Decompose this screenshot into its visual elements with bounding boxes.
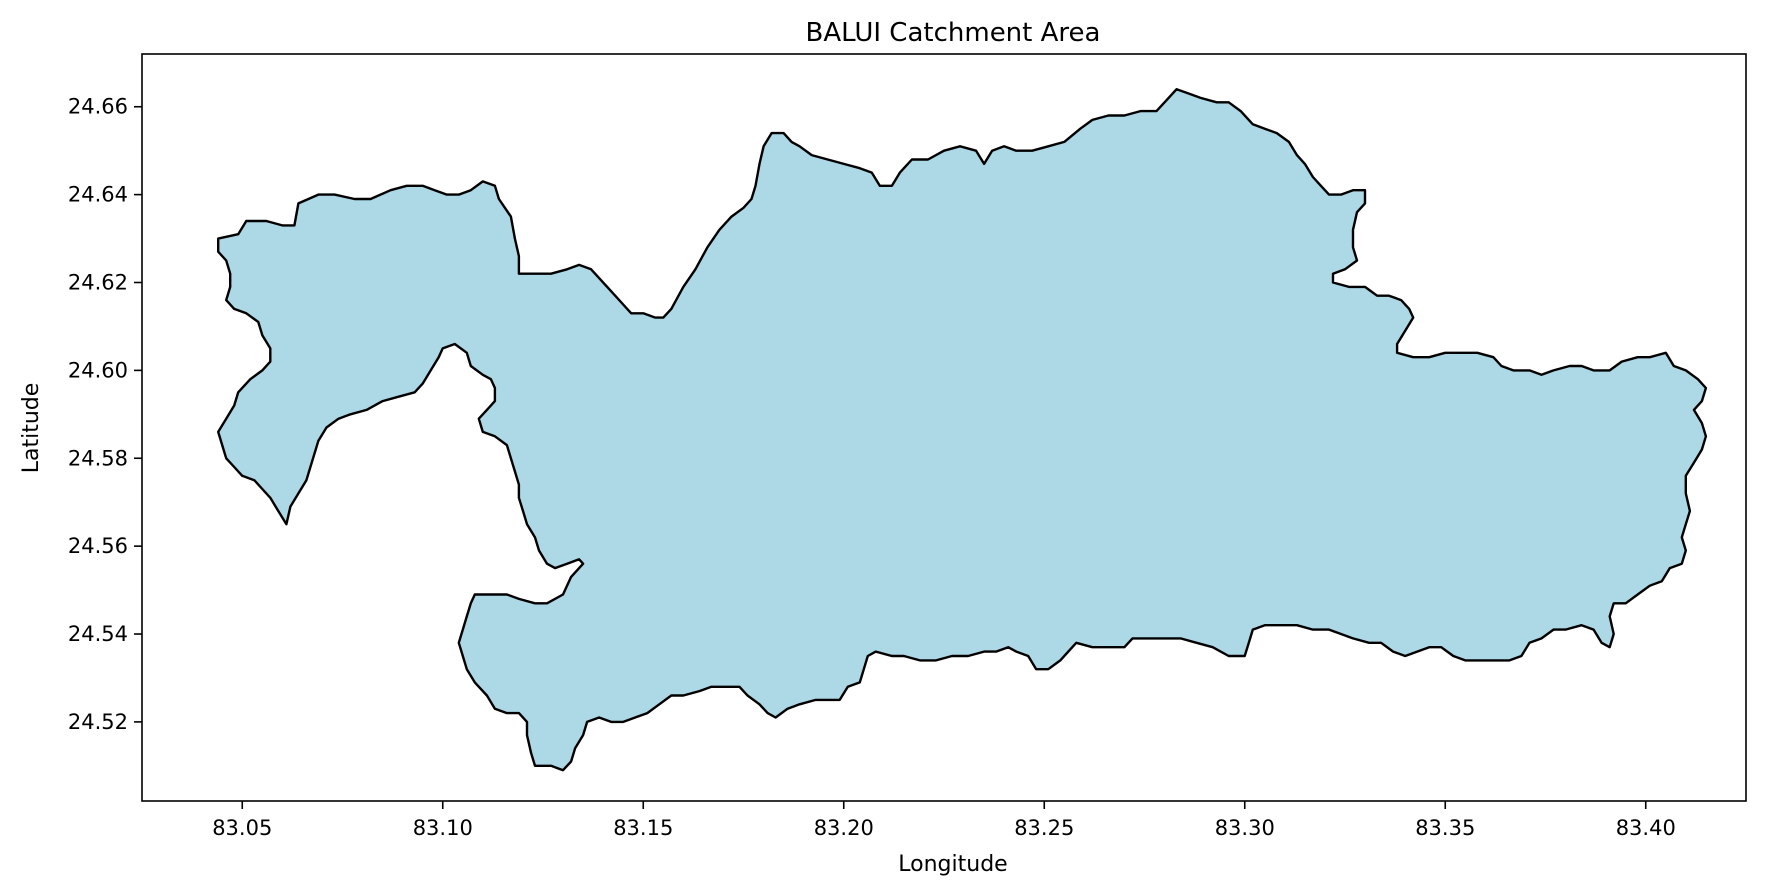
x-axis-label: Longitude (898, 852, 1007, 877)
y-tick-label: 24.52 (68, 710, 128, 734)
x-tick-label: 83.15 (613, 816, 673, 840)
y-tick-label: 24.66 (68, 95, 128, 119)
x-tick-label: 83.20 (814, 816, 874, 840)
plot-frame (141, 53, 1747, 802)
y-axis-label: Latitude (19, 383, 44, 474)
y-tick-label: 24.64 (68, 183, 128, 207)
y-tick-label: 24.60 (68, 358, 128, 382)
x-axis-ticks: 83.05 83.10 83.15 83.20 83.25 83.30 83.35 83.40 (212, 801, 1676, 840)
y-tick-label: 24.58 (68, 446, 128, 470)
catchment-polygon (217, 88, 1708, 772)
y-tick-label: 24.62 (68, 270, 128, 294)
plot-area (141, 53, 1747, 802)
x-tick-label: 83.35 (1415, 816, 1475, 840)
x-tick-label: 83.30 (1215, 816, 1275, 840)
y-axis-ticks: 24.52 24.54 24.56 24.58 24.60 24.62 24.64 24.66 (68, 95, 142, 734)
y-tick-label: 24.54 (68, 622, 128, 646)
x-tick-label: 83.25 (1014, 816, 1074, 840)
chart-title: BALUI Catchment Area (806, 18, 1101, 48)
x-tick-label: 83.10 (413, 816, 473, 840)
x-tick-label: 83.05 (212, 816, 272, 840)
x-tick-label: 83.40 (1616, 816, 1676, 840)
y-tick-label: 24.56 (68, 534, 128, 558)
